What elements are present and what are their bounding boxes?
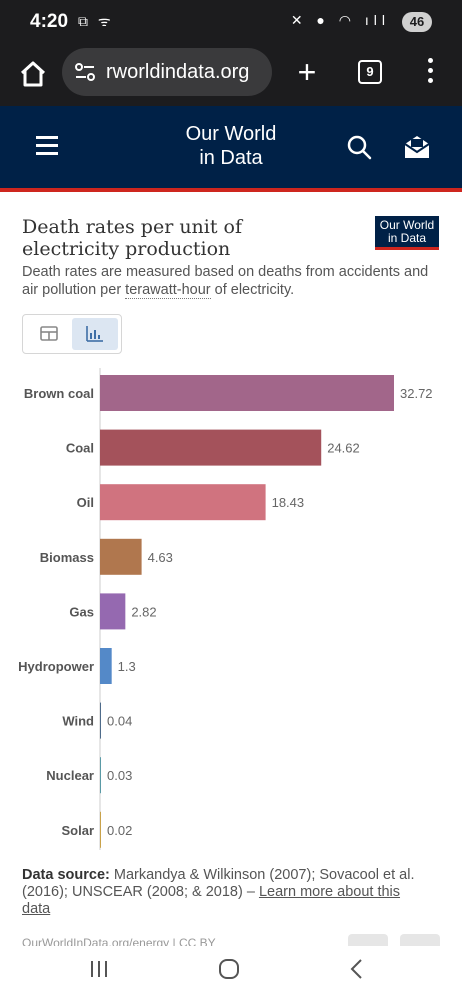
subtitle-text-start: Death rates are measured based on deaths… bbox=[22, 264, 429, 298]
value-label: 18.43 bbox=[272, 495, 305, 510]
category-label: Brown coal bbox=[24, 386, 94, 401]
signal-icons: ✕ ● ◠ ıll bbox=[290, 12, 390, 28]
site-logo[interactable]: Our World in Data bbox=[160, 122, 302, 170]
owid-logo-line2: in Data bbox=[387, 231, 427, 245]
system-nav-bar bbox=[0, 946, 462, 1000]
owid-logo[interactable]: Our World in Data bbox=[375, 216, 439, 250]
value-label: 4.63 bbox=[148, 550, 173, 565]
bar-chart: Brown coal 32.72 Coal 24.62 Oil 18.43 Biomass 4… bbox=[18, 368, 433, 850]
site-title-line1: Our World bbox=[185, 123, 277, 145]
value-label: 0.02 bbox=[107, 823, 132, 838]
category-label: Solar bbox=[61, 823, 94, 838]
status-time: 4:20 bbox=[30, 11, 69, 32]
home-nav-icon[interactable] bbox=[217, 958, 241, 980]
download-button[interactable] bbox=[400, 934, 440, 946]
subtitle-text-end: of electricity. bbox=[210, 282, 295, 298]
bar-coal[interactable] bbox=[100, 429, 322, 466]
bar-nuclear[interactable] bbox=[100, 757, 101, 794]
data-source-label: Data source: bbox=[22, 867, 110, 883]
site-header: Our World in Data bbox=[0, 106, 462, 192]
bar-brown-coal[interactable] bbox=[100, 375, 394, 411]
browser-toolbar: rworldindata.org + 9 bbox=[0, 44, 462, 106]
view-toggle bbox=[22, 314, 122, 354]
category-label: Oil bbox=[77, 495, 94, 510]
bar-gas[interactable] bbox=[100, 593, 126, 630]
value-label: 0.04 bbox=[107, 714, 132, 729]
share-button[interactable] bbox=[348, 934, 388, 946]
overflow-menu-icon[interactable] bbox=[424, 58, 436, 86]
tab-count-button[interactable]: 9 bbox=[358, 60, 382, 84]
chart-title: Death rates per unit of electricity prod… bbox=[22, 216, 243, 260]
subscribe-envelope-icon[interactable] bbox=[403, 134, 431, 160]
bar-hydropower[interactable] bbox=[100, 648, 112, 684]
value-label: 1.3 bbox=[118, 659, 136, 674]
screen-record-icon: ⧉ ᯤ bbox=[78, 13, 114, 29]
status-bar: 4:20 ⧉ ᯤ ✕ ● ◠ ıll 46 bbox=[0, 0, 462, 44]
value-label: 0.03 bbox=[107, 768, 132, 783]
chart-footer: OurWorldInData.org/energy | CC BY bbox=[0, 934, 462, 946]
chart-view-button[interactable] bbox=[72, 318, 118, 350]
owid-logo-line1: Our World bbox=[379, 218, 435, 232]
value-label: 24.62 bbox=[327, 441, 360, 456]
url-text: rworldindata.org bbox=[106, 61, 250, 83]
bar-wind[interactable] bbox=[100, 702, 101, 739]
site-settings-icon[interactable] bbox=[74, 61, 96, 83]
table-icon bbox=[40, 326, 58, 341]
search-icon[interactable] bbox=[346, 134, 372, 160]
data-source-text: Markandya & Wilkinson (2007); Sovacool e… bbox=[22, 867, 415, 900]
category-label: Nuclear bbox=[46, 768, 94, 783]
bar-oil[interactable] bbox=[100, 484, 266, 521]
new-tab-icon[interactable]: + bbox=[297, 54, 317, 90]
back-icon[interactable] bbox=[347, 958, 367, 980]
home-icon[interactable] bbox=[18, 59, 48, 89]
category-label: Coal bbox=[66, 441, 94, 456]
hamburger-menu-icon[interactable] bbox=[36, 136, 58, 156]
bar-biomass[interactable] bbox=[100, 538, 142, 575]
category-label: Hydropower bbox=[18, 659, 94, 674]
chart-subtitle: Death rates are measured based on deaths… bbox=[22, 263, 432, 299]
footer-meta: OurWorldInData.org/energy | CC BY bbox=[22, 936, 216, 946]
recent-apps-icon[interactable] bbox=[88, 958, 110, 980]
category-label: Biomass bbox=[40, 550, 94, 565]
bar-solar[interactable] bbox=[100, 811, 101, 848]
value-label: 2.82 bbox=[131, 604, 156, 619]
category-label: Wind bbox=[62, 714, 94, 729]
site-title-line2: in Data bbox=[199, 147, 263, 169]
table-view-button[interactable] bbox=[26, 318, 72, 350]
terawatt-hour-term[interactable]: terawatt-hour bbox=[125, 282, 211, 299]
category-label: Gas bbox=[69, 604, 94, 619]
value-label: 32.72 bbox=[400, 386, 433, 401]
learn-more-link[interactable]: Learn more about this data bbox=[22, 884, 401, 917]
battery-indicator: 46 bbox=[402, 12, 432, 32]
data-source: Data source: Markandya & Wilkinson (2007… bbox=[22, 867, 432, 918]
bar-chart-icon bbox=[86, 326, 103, 342]
url-bar[interactable]: rworldindata.org bbox=[62, 48, 272, 96]
